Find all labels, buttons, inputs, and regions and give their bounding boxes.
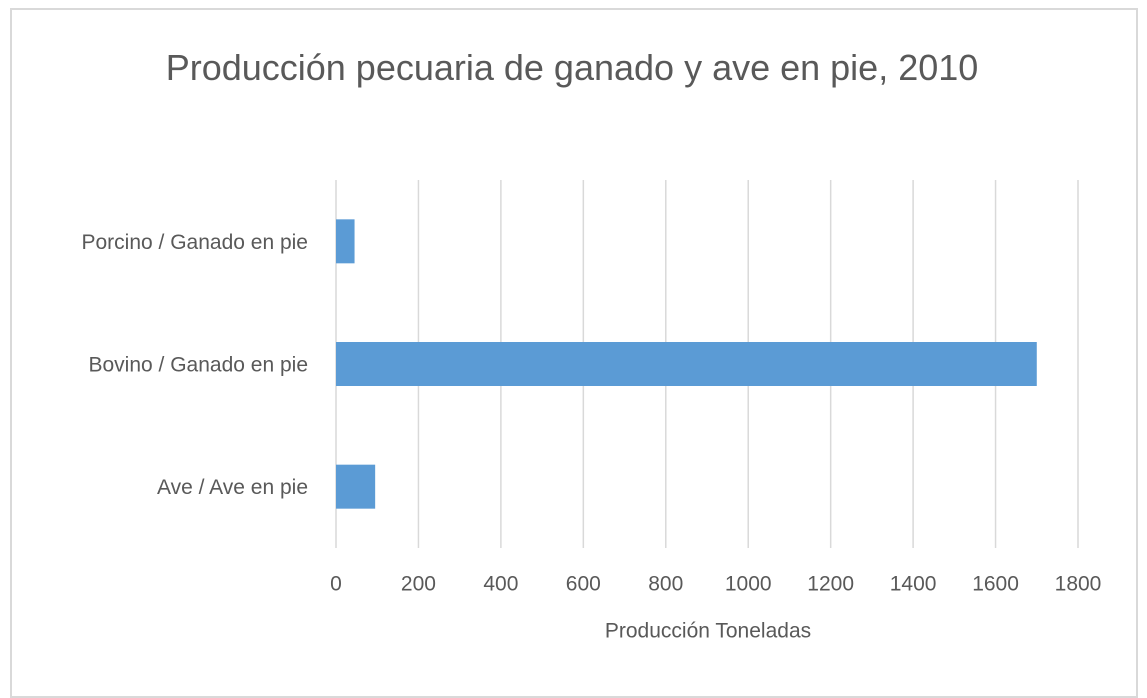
chart: Producción Toneladas 0 200 400 600 800 1000 12… xyxy=(82,180,1102,643)
y-tick-label: Porcino / Ganado en pie xyxy=(82,231,309,254)
y-tick-label: Ave / Ave en pie xyxy=(157,476,308,499)
x-tick-label: 600 xyxy=(566,573,601,596)
x-tick-label: 400 xyxy=(483,573,518,596)
x-tick-label: 1400 xyxy=(890,573,937,596)
x-tick-label: 200 xyxy=(401,573,436,596)
x-tick-label: 800 xyxy=(648,573,683,596)
x-tick-label: 1600 xyxy=(972,573,1019,596)
x-tick-label: 1000 xyxy=(725,573,772,596)
x-tick-label: 0 xyxy=(330,573,342,596)
x-tick-label: 1200 xyxy=(807,573,854,596)
chart-area: Producción pecuaria de ganado y ave en p… xyxy=(10,8,1138,698)
y-tick-label: Bovino / Ganado en pie xyxy=(89,354,309,377)
chart-title: Producción pecuaria de ganado y ave en p… xyxy=(165,47,979,88)
x-tick-label: 1800 xyxy=(1055,573,1102,596)
bar xyxy=(336,464,376,509)
bar xyxy=(336,342,1037,386)
x-axis-label: Producción Toneladas xyxy=(605,620,811,643)
bar xyxy=(336,219,355,264)
